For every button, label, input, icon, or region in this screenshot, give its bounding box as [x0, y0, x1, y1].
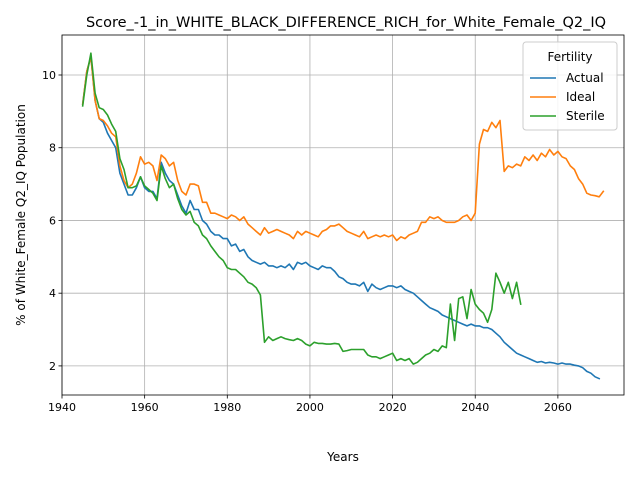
legend-label-actual: Actual [566, 71, 604, 85]
x-tick-label: 2060 [544, 401, 572, 414]
y-tick-label: 4 [49, 287, 56, 300]
series-line-sterile [81, 52, 522, 365]
chart-title: Score_-1_in_WHITE_BLACK_DIFFERENCE_RICH_… [86, 15, 606, 31]
grid [61, 35, 624, 395]
x-tick-label: 2040 [461, 401, 489, 414]
legend-box [522, 41, 618, 131]
x-tick-label: 1980 [213, 401, 241, 414]
series-lines [81, 52, 605, 380]
y-axis-label: % of White_Female Q2_IQ Population [14, 104, 28, 326]
series-line-actual [81, 55, 601, 380]
x-tick-label: 2000 [296, 401, 324, 414]
y-tick-label: 6 [49, 214, 56, 227]
series-line-ideal [81, 55, 605, 242]
x-tick-label: 2020 [379, 401, 407, 414]
x-axis-label: Years [326, 450, 359, 464]
x-tick-label: 1960 [131, 401, 159, 414]
axis-ticks: 1940 1960 1980 2000 2020 2040 2060 2 4 6 8 10 [42, 69, 572, 414]
legend-label-ideal: Ideal [566, 90, 595, 104]
legend-entries: Actual Ideal Sterile [530, 71, 605, 123]
legend-label-sterile: Sterile [566, 109, 605, 123]
y-tick-label: 10 [42, 69, 56, 82]
plot-area-frame [61, 34, 625, 396]
y-tick-label: 8 [49, 142, 56, 155]
y-tick-label: 2 [49, 360, 56, 373]
legend: Fertility Actual Ideal Sterile [522, 41, 618, 131]
x-tick-label: 1940 [48, 401, 76, 414]
legend-title: Fertility [547, 50, 592, 64]
